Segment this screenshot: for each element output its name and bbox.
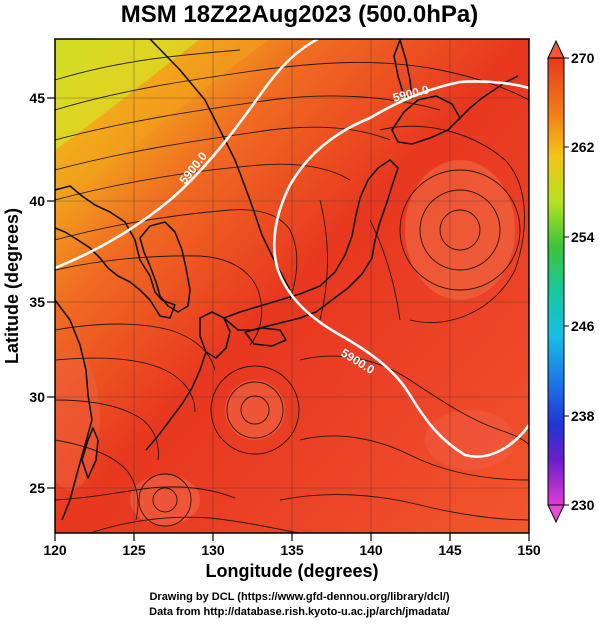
x-tick-label: 120: [43, 542, 67, 558]
y-tick-label: 45: [29, 90, 45, 106]
coastlines: [55, 39, 519, 521]
y-tick-label: 40: [29, 193, 45, 209]
coastline-russia: [149, 39, 291, 291]
x-tick-label: 150: [517, 542, 541, 558]
x-tick-label: 130: [201, 542, 225, 558]
warm-core-4: [425, 410, 515, 470]
x-tick-label: 140: [359, 542, 383, 558]
coastline-ryukyu: [145, 351, 207, 451]
footer-credit-drawing: Drawing by DCL (https://www.gfd-dennou.o…: [149, 591, 450, 603]
colorbar-tick-label: 254: [571, 229, 595, 245]
y-axis-label: Latitude (degrees): [2, 208, 22, 364]
coastline-china-south: [55, 299, 93, 521]
x-axis-ticks: [54, 533, 530, 541]
streamlines: [55, 49, 529, 533]
coastline-honshu: [223, 159, 399, 331]
y-tick-label: 30: [29, 389, 45, 405]
coastline-taiwan: [81, 427, 99, 479]
warm-core-2: [225, 380, 285, 440]
colorbar-tick-label: 270: [571, 50, 595, 66]
y-axis-ticks: [47, 97, 55, 489]
warm-core-1: [405, 160, 515, 300]
contour-5900: [55, 39, 529, 458]
y-axis-tick-labels: 45 40 35 30 25: [29, 90, 45, 496]
x-axis-label: Longitude (degrees): [205, 561, 378, 581]
coastline-shikoku: [244, 327, 287, 347]
colorbar-top-triangle: [547, 39, 565, 59]
page-title: MSM 18Z22Aug2023 (500.0hPa): [120, 1, 479, 28]
colorbar-bottom-triangle: [547, 504, 565, 524]
x-tick-label: 135: [280, 542, 304, 558]
warm-core-5: [55, 350, 100, 490]
colorbar-tick-label: 238: [571, 408, 595, 424]
colorbar-gradient: [547, 57, 565, 506]
y-tick-label: 35: [29, 294, 45, 310]
x-tick-label: 145: [438, 542, 462, 558]
cold-region-northwest: [55, 39, 200, 150]
footer-credit-data: Data from http://database.rish.kyoto-u.a…: [149, 606, 450, 618]
colorbar-tick-label: 230: [571, 497, 595, 513]
y-tick-label: 25: [29, 480, 45, 496]
coastline-kurils: [459, 75, 519, 119]
colorbar-tick-label: 262: [571, 139, 595, 155]
coastline-china-korea: [55, 185, 176, 319]
coastline-korea-peninsula: [139, 221, 191, 313]
coastline-kyushu: [199, 311, 231, 359]
colorbar: 270 262 254 246 238 230: [547, 39, 595, 524]
x-axis-tick-labels: 120 125 130 135 140 145 150: [43, 542, 541, 558]
colorbar-tick-label: 246: [571, 318, 595, 334]
x-tick-label: 125: [122, 542, 146, 558]
cool-band: [55, 39, 270, 210]
